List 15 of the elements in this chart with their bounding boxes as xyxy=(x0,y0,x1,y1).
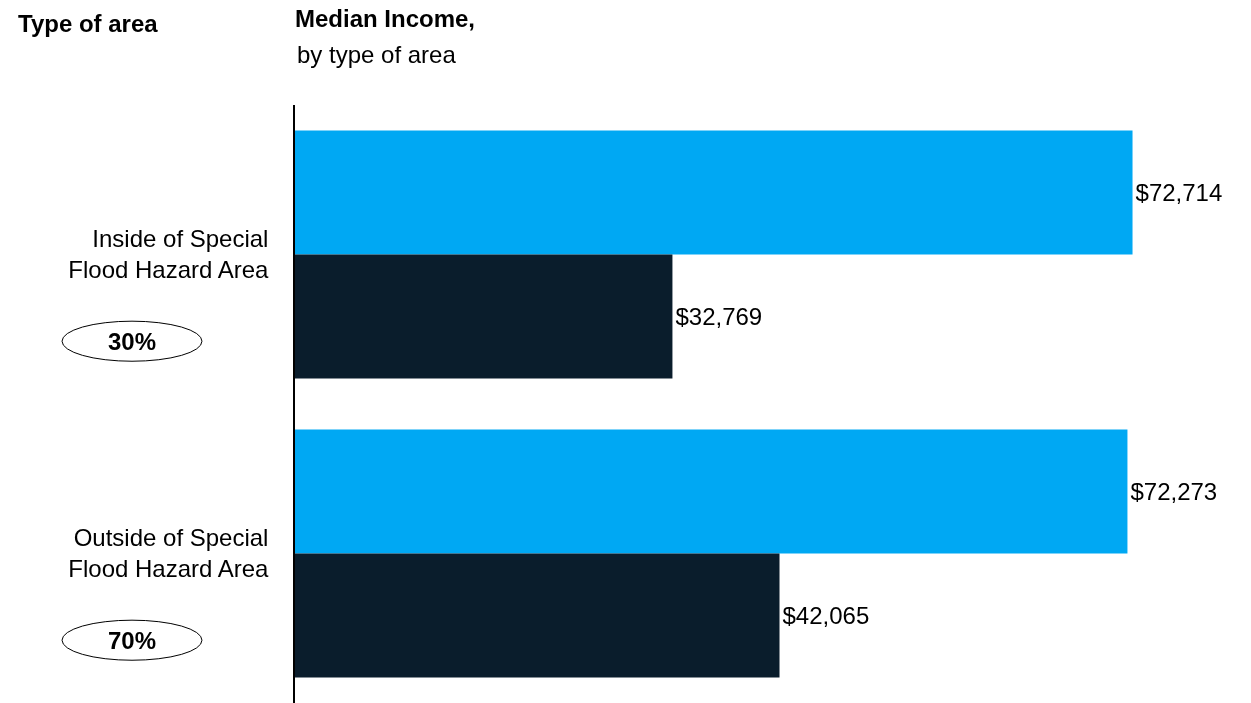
y-axis-title: Type of area xyxy=(18,10,159,37)
bar xyxy=(295,553,780,678)
y-tick-label: Inside of Special Flood Hazard Area xyxy=(68,225,270,284)
data-label: $72,714 xyxy=(1135,178,1223,206)
data-label: $42,065 xyxy=(782,602,870,630)
text: 30% xyxy=(108,328,157,355)
text: 70% xyxy=(108,627,157,654)
y-tick-label: Outside of Special Flood Hazard Area xyxy=(68,524,270,583)
chart-title: Median Income, xyxy=(295,5,476,33)
chart-subtitle: by type of area xyxy=(297,41,457,68)
bar xyxy=(295,130,1133,255)
bar xyxy=(295,254,673,379)
data-label: $32,769 xyxy=(675,303,763,331)
bar xyxy=(295,429,1128,554)
data-label: $72,273 xyxy=(1130,477,1218,505)
